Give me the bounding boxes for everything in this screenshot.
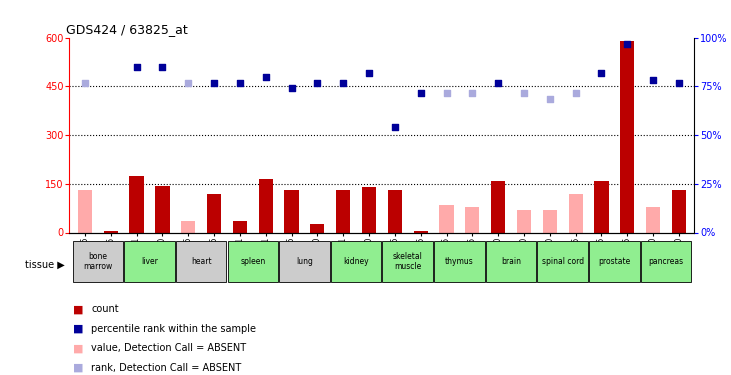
Bar bbox=[72, 241, 123, 282]
Text: count: count bbox=[91, 304, 119, 314]
Text: ■: ■ bbox=[73, 363, 83, 373]
Bar bbox=[336, 190, 350, 232]
Bar bbox=[672, 190, 686, 232]
Point bbox=[234, 80, 246, 86]
Text: thymus: thymus bbox=[445, 257, 474, 266]
Bar bbox=[181, 221, 195, 232]
Bar bbox=[124, 241, 175, 282]
Point bbox=[673, 80, 685, 86]
Bar bbox=[491, 180, 505, 232]
Point bbox=[183, 80, 194, 86]
Bar bbox=[207, 194, 221, 232]
Bar bbox=[439, 205, 454, 232]
Point bbox=[338, 80, 349, 86]
Bar bbox=[279, 241, 330, 282]
Bar bbox=[434, 241, 485, 282]
Text: spleen: spleen bbox=[240, 257, 265, 266]
Bar bbox=[646, 207, 660, 232]
Point bbox=[596, 70, 607, 76]
Bar bbox=[362, 187, 376, 232]
Bar bbox=[387, 190, 402, 232]
Text: liver: liver bbox=[141, 257, 158, 266]
Point bbox=[389, 124, 401, 130]
Point bbox=[208, 80, 220, 86]
Point bbox=[79, 80, 91, 86]
Text: prostate: prostate bbox=[598, 257, 631, 266]
Bar bbox=[537, 241, 588, 282]
Bar bbox=[129, 176, 144, 232]
Point bbox=[260, 74, 272, 80]
Text: skeletal
muscle: skeletal muscle bbox=[393, 252, 423, 271]
Point bbox=[466, 90, 478, 96]
Point bbox=[131, 64, 143, 70]
Point bbox=[544, 96, 556, 102]
Text: ■: ■ bbox=[73, 304, 83, 314]
Point bbox=[414, 90, 426, 96]
Point bbox=[363, 70, 375, 76]
Point bbox=[286, 85, 298, 91]
Text: ■: ■ bbox=[73, 344, 83, 353]
Bar bbox=[77, 190, 92, 232]
Text: kidney: kidney bbox=[344, 257, 369, 266]
Bar bbox=[331, 241, 382, 282]
Text: rank, Detection Call = ABSENT: rank, Detection Call = ABSENT bbox=[91, 363, 242, 373]
Text: GDS424 / 63825_at: GDS424 / 63825_at bbox=[67, 23, 188, 36]
Bar bbox=[486, 241, 537, 282]
Text: value, Detection Call = ABSENT: value, Detection Call = ABSENT bbox=[91, 344, 246, 353]
Bar bbox=[155, 186, 170, 232]
Point bbox=[621, 41, 633, 47]
Bar bbox=[227, 241, 278, 282]
Text: ■: ■ bbox=[73, 324, 83, 334]
Bar bbox=[569, 194, 583, 232]
Text: bone
marrow: bone marrow bbox=[83, 252, 113, 271]
Text: pancreas: pancreas bbox=[648, 257, 683, 266]
Point bbox=[156, 64, 168, 70]
Bar bbox=[465, 207, 480, 232]
Bar bbox=[310, 224, 325, 232]
Bar bbox=[542, 210, 557, 232]
Bar bbox=[594, 180, 609, 232]
Point bbox=[441, 90, 452, 96]
Bar bbox=[382, 241, 433, 282]
Bar bbox=[641, 241, 692, 282]
Bar bbox=[589, 241, 640, 282]
Point bbox=[311, 80, 323, 86]
Point bbox=[647, 77, 659, 83]
Point bbox=[492, 80, 504, 86]
Text: spinal cord: spinal cord bbox=[542, 257, 584, 266]
Text: percentile rank within the sample: percentile rank within the sample bbox=[91, 324, 257, 334]
Point bbox=[518, 90, 530, 96]
Text: brain: brain bbox=[501, 257, 521, 266]
Bar bbox=[104, 231, 118, 232]
Bar bbox=[620, 41, 635, 232]
Bar bbox=[414, 231, 428, 232]
Bar bbox=[176, 241, 227, 282]
Bar bbox=[259, 179, 273, 232]
Bar bbox=[284, 190, 299, 232]
Point bbox=[569, 90, 581, 96]
Text: lung: lung bbox=[296, 257, 313, 266]
Bar bbox=[517, 210, 531, 232]
Bar bbox=[232, 221, 247, 232]
Text: tissue ▶: tissue ▶ bbox=[25, 260, 64, 269]
Text: heart: heart bbox=[191, 257, 211, 266]
